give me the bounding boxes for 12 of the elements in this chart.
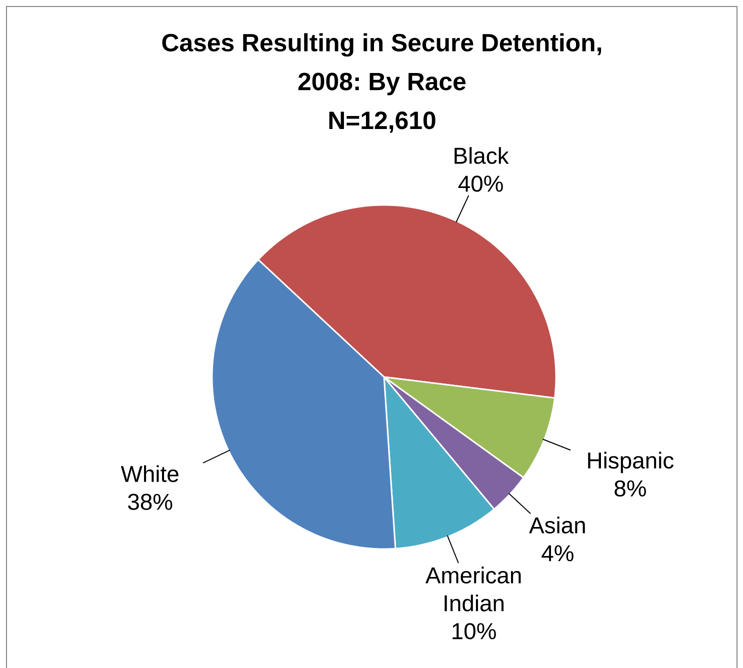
data-label: 8% bbox=[614, 480, 646, 497]
slice-label: Black bbox=[454, 147, 509, 164]
slice-label: Hispanic bbox=[588, 452, 674, 474]
data-label: 10% bbox=[452, 623, 496, 640]
slice-label: American Indian bbox=[425, 566, 521, 612]
data-label: 4% bbox=[542, 545, 574, 562]
data-label: 40% bbox=[458, 176, 503, 192]
chart-title: Cases Resulting in Secure Detention, 2008: By Race bbox=[162, 33, 602, 96]
slice-label: White bbox=[120, 465, 178, 482]
chart-subtitle: N=12,610 bbox=[329, 112, 436, 133]
data-label: 38% bbox=[128, 494, 172, 510]
slice-label: Asian bbox=[529, 516, 585, 534]
